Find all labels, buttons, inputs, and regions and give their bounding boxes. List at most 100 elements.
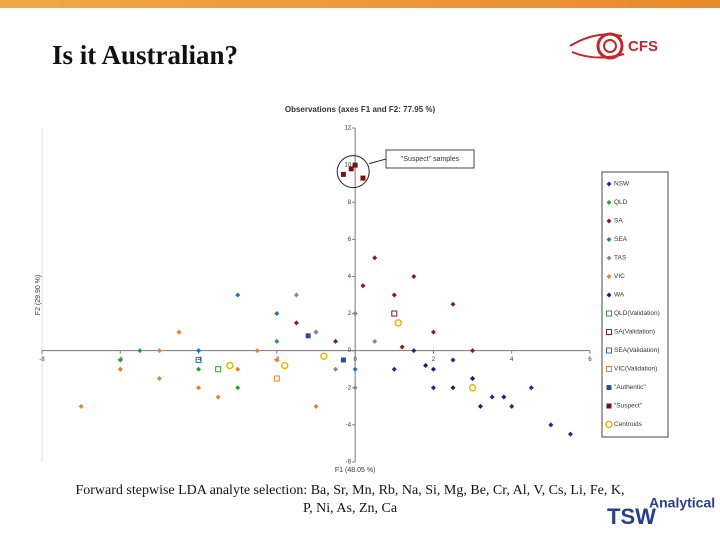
legend-label: SA: [614, 218, 623, 225]
caption: Forward stepwise LDA analyte selection: …: [75, 483, 625, 516]
cfs-logo: CFS: [569, 32, 658, 60]
legend-marker: [606, 218, 612, 224]
y-tick-label: -4: [346, 422, 352, 428]
legend-label: WA: [614, 292, 625, 299]
point: [394, 319, 402, 327]
x-tick-label: 2: [432, 357, 436, 363]
point: [274, 357, 280, 363]
point: [226, 361, 234, 370]
point: [280, 361, 289, 370]
tsw-logo: TSW Analytical: [607, 495, 715, 529]
legend-box: [601, 171, 669, 438]
annotation-arrow: [369, 158, 387, 165]
point: [509, 403, 515, 409]
point: [477, 403, 483, 409]
point: [293, 292, 299, 298]
point: [352, 385, 358, 391]
y-tick-label: 2: [348, 311, 352, 317]
point: [215, 394, 221, 400]
y-tick-label: 0: [348, 348, 352, 354]
point: [333, 366, 339, 372]
point: [176, 329, 182, 335]
point: [340, 357, 346, 363]
point: [273, 375, 280, 382]
legend-marker: [605, 420, 613, 429]
x-tick-label: 0: [353, 357, 357, 363]
legend-label: SA(Validation): [614, 329, 655, 336]
legend-marker: [606, 329, 612, 335]
legend-marker: [606, 274, 612, 279]
y-tick-label: 10: [344, 163, 351, 169]
point: [391, 292, 397, 298]
point: [340, 171, 346, 177]
point: [313, 329, 319, 335]
point: [137, 348, 143, 354]
point: [470, 376, 476, 381]
point: [117, 357, 123, 363]
x-tick-label: 6: [588, 357, 592, 363]
chart-title: Observations (axes F1 and F2: 77.95 %): [285, 105, 436, 114]
point: [235, 366, 241, 372]
slide-title: Is it Australian?: [52, 40, 239, 70]
point: [430, 385, 436, 391]
legend-marker: [606, 403, 612, 409]
point: [399, 344, 405, 350]
x-axis-label: F1 (48.05 %): [335, 467, 375, 474]
legend-label: TAS: [614, 255, 627, 262]
legend-label: Centroids: [614, 421, 643, 428]
point: [450, 385, 456, 391]
point: [235, 385, 241, 391]
legend-marker: [606, 385, 612, 390]
legend-label: SEA: [614, 236, 628, 243]
legend-marker: [606, 292, 612, 298]
legend-marker: [606, 255, 612, 261]
x-tick-label: -8: [39, 357, 45, 363]
legend-marker: [606, 310, 612, 317]
point: [470, 348, 476, 354]
tsw-text: TSW: [607, 504, 656, 529]
y-tick-label: 8: [348, 200, 352, 206]
legend-label: SEA(Validation): [614, 347, 659, 354]
point: [372, 255, 378, 261]
point: [372, 338, 378, 344]
legend-label: "Suspect": [614, 403, 643, 410]
point: [196, 366, 202, 372]
point: [305, 333, 311, 339]
legend-label: VIC(Validation): [614, 366, 657, 373]
legend-label: QLD: [614, 199, 628, 206]
point: [430, 329, 436, 335]
legend-marker: [606, 200, 612, 205]
point: [313, 403, 319, 409]
legend-marker: [606, 366, 612, 372]
point: [411, 348, 417, 354]
point: [501, 394, 507, 400]
point: [293, 320, 299, 326]
point: [348, 166, 354, 172]
point: [196, 348, 202, 354]
y-tick-label: -2: [346, 385, 352, 391]
point: [468, 384, 477, 392]
point: [274, 311, 280, 317]
legend-marker: [606, 347, 612, 354]
point: [78, 403, 84, 409]
legend-marker: [606, 181, 612, 187]
annotation: "Suspect" samples: [401, 156, 460, 163]
point: [274, 338, 280, 344]
legend-marker: [606, 237, 612, 242]
point: [360, 283, 366, 289]
point: [235, 292, 241, 298]
point: [117, 366, 123, 372]
annotation-circle: [336, 155, 370, 189]
y-tick-label: 12: [344, 126, 351, 132]
point: [450, 357, 456, 363]
annotation-box: [385, 149, 475, 169]
y-tick-label: -6: [346, 460, 352, 466]
point: [333, 338, 339, 344]
point: [352, 162, 358, 168]
top-bar: [0, 0, 720, 8]
point: [320, 352, 328, 360]
y-tick-label: 6: [348, 237, 352, 243]
y-tick-label: 4: [348, 274, 352, 280]
